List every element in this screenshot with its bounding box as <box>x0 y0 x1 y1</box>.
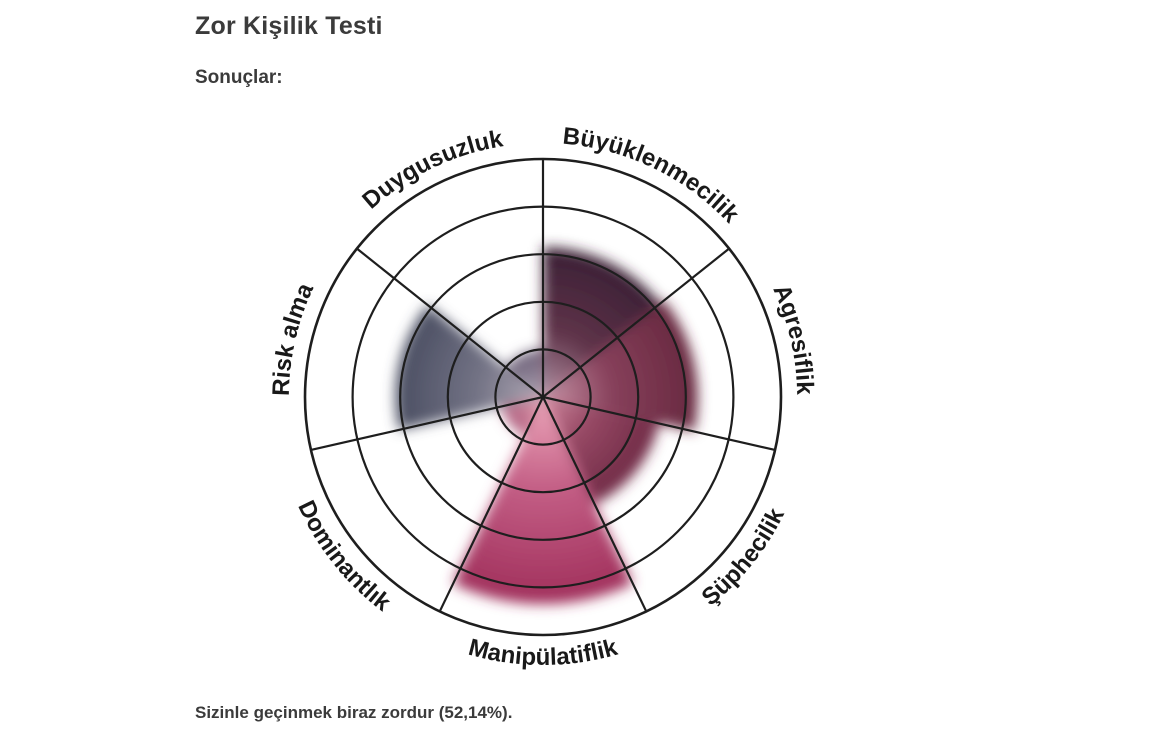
grid-spoke-5 <box>310 395 544 452</box>
sector-label-text-4: Dominantlık <box>292 496 396 617</box>
page-title: Zor Kişilik Testi <box>195 12 383 40</box>
result-summary: Sizinle geçinmek biraz zordur (52,14%). <box>195 703 513 722</box>
personality-polar-chart: Büyüklenmecilik Agresiflik Şüphecilik Manip… <box>223 77 863 717</box>
grid-spoke-2 <box>542 395 776 452</box>
sector-label-4: Dominantlık <box>292 496 396 617</box>
sector-label-text-3: Manipülatiflik <box>466 634 621 671</box>
sector-label-text-2: Şüphecilik <box>697 503 791 611</box>
sector-fill-5 <box>395 304 543 430</box>
sector-label-text-1: Agresiflik <box>768 281 819 396</box>
sector-fill-3 <box>453 397 633 605</box>
sector-fill-1 <box>543 300 698 432</box>
sector-fills <box>395 247 698 605</box>
sector-fill-6 <box>505 349 543 397</box>
polar-grid <box>303 157 783 637</box>
sector-label-1: Agresiflik <box>768 281 819 396</box>
sector-label-text-6: Duygusuzluk <box>357 125 505 214</box>
sector-label-2: Şüphecilik <box>697 503 791 611</box>
results-heading: Sonuçlar: <box>195 67 283 88</box>
polar-chart-svg: BüyüklenmecilikAgresiflikŞüphecilikManip… <box>268 123 819 671</box>
sector-fill-4 <box>501 397 543 436</box>
grid-spoke-6 <box>356 247 544 398</box>
grid-spoke-3 <box>542 396 648 612</box>
grid-spoke-4 <box>438 396 544 612</box>
sector-label-6: Duygusuzluk <box>357 125 505 214</box>
sector-fill-2 <box>543 397 660 505</box>
sector-label-3: Manipülatiflik <box>466 634 621 671</box>
grid-spoke-1 <box>542 247 730 398</box>
